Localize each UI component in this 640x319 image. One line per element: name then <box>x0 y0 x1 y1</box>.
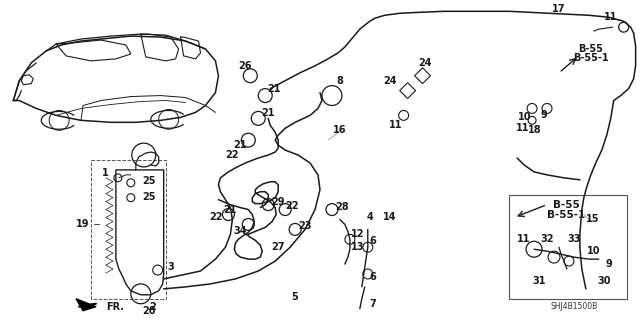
Text: 18: 18 <box>528 125 542 135</box>
Text: 3: 3 <box>167 262 174 272</box>
Text: 23: 23 <box>298 221 312 231</box>
Text: B-55: B-55 <box>552 200 579 210</box>
Text: 15: 15 <box>586 214 600 225</box>
Text: 16: 16 <box>333 125 347 135</box>
Text: 10: 10 <box>587 246 600 256</box>
Text: 24: 24 <box>383 76 396 86</box>
Text: 25: 25 <box>142 176 156 186</box>
Text: 21: 21 <box>268 84 281 93</box>
Text: 33: 33 <box>567 234 580 244</box>
Text: 22: 22 <box>210 212 223 222</box>
Text: 31: 31 <box>532 276 546 286</box>
Bar <box>91 160 166 299</box>
Text: 8: 8 <box>337 76 343 86</box>
Text: 22: 22 <box>285 201 299 211</box>
Text: 29: 29 <box>271 197 285 207</box>
Text: 21: 21 <box>223 204 237 215</box>
Text: 28: 28 <box>335 202 349 211</box>
Text: 27: 27 <box>271 242 285 252</box>
Text: 2: 2 <box>149 302 156 312</box>
Text: 21: 21 <box>262 108 275 118</box>
Text: B-55: B-55 <box>579 44 604 54</box>
Text: B-55-1: B-55-1 <box>547 210 585 219</box>
Text: FR.: FR. <box>106 302 124 312</box>
Text: 6: 6 <box>369 236 376 246</box>
Text: 9: 9 <box>605 259 612 269</box>
Text: 10: 10 <box>518 112 532 122</box>
Text: 19: 19 <box>76 219 90 229</box>
Text: 11: 11 <box>604 12 618 22</box>
Text: 11: 11 <box>389 120 403 130</box>
Text: 20: 20 <box>142 306 156 316</box>
Text: 24: 24 <box>418 58 431 68</box>
Text: 22: 22 <box>226 150 239 160</box>
Text: 11: 11 <box>517 234 531 244</box>
Text: 14: 14 <box>383 212 396 222</box>
Text: 26: 26 <box>239 61 252 71</box>
Text: 4: 4 <box>367 212 373 222</box>
Text: SHJ4B1500B: SHJ4B1500B <box>550 302 598 311</box>
Text: 1: 1 <box>102 168 108 178</box>
Text: 21: 21 <box>234 140 247 150</box>
Text: 32: 32 <box>540 234 554 244</box>
Text: 5: 5 <box>292 292 298 302</box>
Text: 12: 12 <box>351 229 365 239</box>
Text: 13: 13 <box>351 242 365 252</box>
Text: 34: 34 <box>234 226 247 236</box>
Text: 6: 6 <box>369 272 376 282</box>
Text: 9: 9 <box>541 110 547 120</box>
Bar <box>509 195 627 299</box>
Text: 7: 7 <box>369 299 376 309</box>
Text: 11: 11 <box>516 123 530 133</box>
Polygon shape <box>76 299 96 311</box>
Text: 25: 25 <box>142 192 156 202</box>
Text: B-55-1: B-55-1 <box>573 53 609 63</box>
Text: 17: 17 <box>552 4 566 14</box>
Text: 30: 30 <box>597 276 611 286</box>
